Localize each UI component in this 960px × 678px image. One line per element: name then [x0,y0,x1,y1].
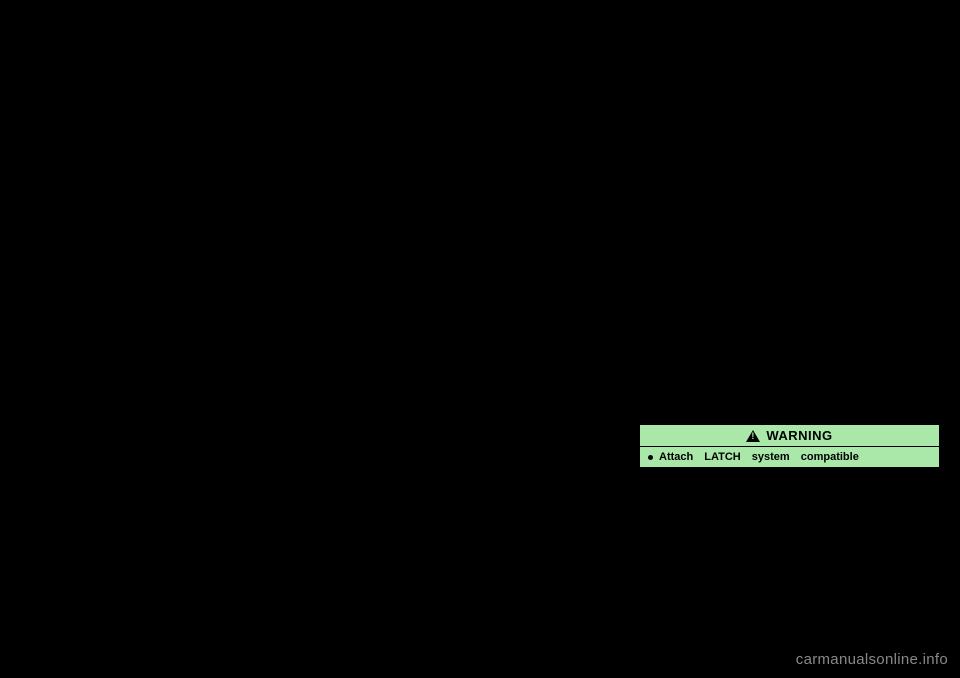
warning-body: Attach LATCH system compatible [639,447,940,468]
warning-body-text: Attach LATCH system compatible [659,451,859,463]
bullet-icon [648,455,653,460]
warning-box: WARNING Attach LATCH system compatible [639,424,940,468]
warning-icon [746,430,760,442]
warning-header: WARNING [639,424,940,447]
warning-header-label: WARNING [766,428,832,443]
watermark-text: carmanualsonline.info [796,651,948,668]
